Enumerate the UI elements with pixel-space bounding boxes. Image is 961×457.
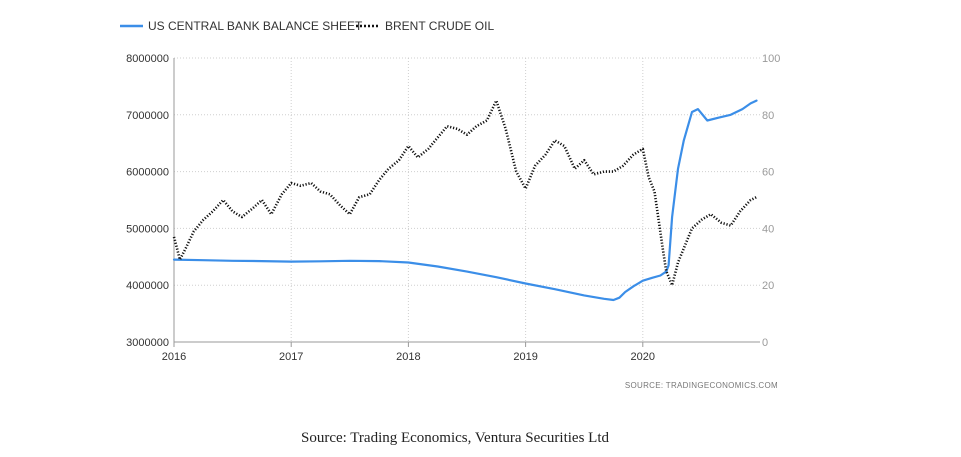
y-left-tick-label: 8000000 bbox=[126, 53, 169, 65]
x-tick-label: 2020 bbox=[631, 351, 655, 363]
series-line-brent-crude bbox=[172, 99, 758, 287]
y-right-tick-label: 60 bbox=[762, 167, 774, 179]
y-left-tick-label: 6000000 bbox=[126, 167, 169, 179]
series-line-balance-sheet bbox=[172, 99, 758, 302]
y-left-tick-label: 5000000 bbox=[126, 223, 169, 235]
legend-label-brent: BRENT CRUDE OIL bbox=[385, 19, 494, 33]
legend-label-balance-sheet: US CENTRAL BANK BALANCE SHEET bbox=[148, 19, 363, 33]
y-right-tick-label: 40 bbox=[762, 223, 774, 235]
x-tick-label: 2017 bbox=[279, 351, 303, 363]
y-left-tick-label: 7000000 bbox=[126, 110, 169, 122]
x-tick-label: 2018 bbox=[396, 351, 420, 363]
series-lines bbox=[172, 99, 758, 302]
source-note: SOURCE: TRADINGECONOMICS.COM bbox=[625, 381, 778, 390]
x-tick-label: 2016 bbox=[162, 351, 186, 363]
y-right-tick-label: 0 bbox=[762, 337, 768, 349]
axes: 3000000 4000000 5000000 6000000 7000000 80000… bbox=[126, 53, 780, 363]
y-right-tick-label: 80 bbox=[762, 110, 774, 122]
legend: US CENTRAL BANK BALANCE SHEET BRENT CRUD… bbox=[120, 19, 494, 33]
y-right-tick-label: 100 bbox=[762, 53, 780, 65]
x-tick-label: 2019 bbox=[513, 351, 537, 363]
gridlines bbox=[174, 57, 760, 342]
y-left-tick-label: 4000000 bbox=[126, 280, 169, 292]
y-left-tick-label: 3000000 bbox=[126, 337, 169, 349]
figure-caption: Source: Trading Economics, Ventura Secur… bbox=[300, 430, 609, 446]
y-right-tick-label: 20 bbox=[762, 280, 774, 292]
